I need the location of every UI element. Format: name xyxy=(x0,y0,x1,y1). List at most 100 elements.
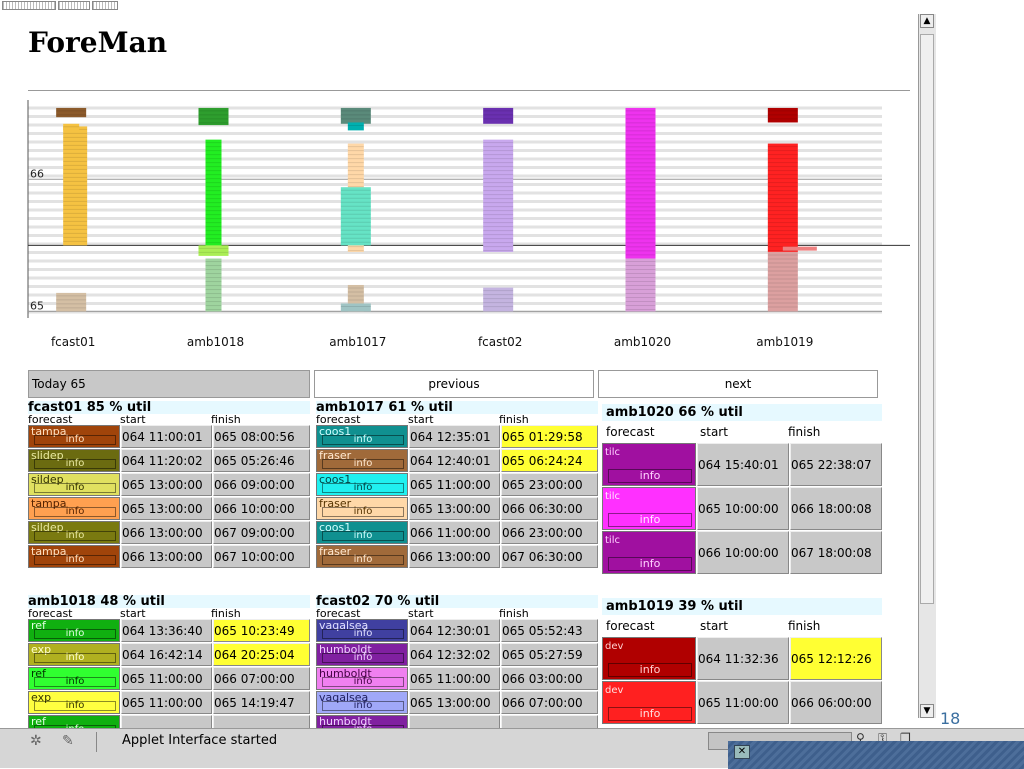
forecast-name: tampa xyxy=(31,497,67,510)
lock-icon[interactable]: ⚿ xyxy=(878,731,888,745)
start-header: start xyxy=(120,413,146,426)
browser-top-strip xyxy=(0,0,1024,10)
info-button[interactable]: info xyxy=(34,653,116,663)
info-button[interactable]: info xyxy=(34,483,116,493)
machine-title: amb1019 39 % util xyxy=(602,598,882,615)
forecast-name: sildep xyxy=(31,521,64,534)
info-button[interactable]: info xyxy=(608,707,692,721)
start-header: start xyxy=(700,619,728,633)
toolbar-handle[interactable] xyxy=(92,1,118,10)
forecast-name: coos1 xyxy=(319,425,352,438)
task-row: coos1 info 066 11:00:00 066 23:00:00 xyxy=(316,521,598,545)
finish-cell: 065 10:23:49 xyxy=(213,619,310,642)
chart-tick-label: 66 xyxy=(30,167,44,180)
info-button[interactable]: info xyxy=(608,557,692,571)
forecast-name: vaqalsea xyxy=(319,691,369,704)
start-header: start xyxy=(408,607,434,620)
info-button[interactable]: info xyxy=(34,677,116,687)
pen-icon[interactable]: ✎ xyxy=(62,733,74,749)
previous-button[interactable]: previous xyxy=(314,370,594,398)
toolbar-handle[interactable] xyxy=(58,1,90,10)
info-button[interactable]: info xyxy=(34,629,116,639)
info-button[interactable]: info xyxy=(322,677,404,687)
toolbar-handle[interactable] xyxy=(2,1,56,10)
machine-panel: fcast01 85 % util forecast start finish tamp… xyxy=(28,401,310,569)
start-header: start xyxy=(700,425,728,439)
finish-cell: 065 06:24:24 xyxy=(501,449,598,472)
info-button[interactable]: info xyxy=(608,469,692,483)
forecast-name: tilc xyxy=(605,447,620,458)
start-cell: 064 12:35:01 xyxy=(409,425,500,448)
info-button[interactable]: info xyxy=(322,701,404,711)
info-button[interactable]: info xyxy=(608,513,692,527)
chart-bar xyxy=(56,107,87,118)
start-cell: 064 13:36:40 xyxy=(121,619,212,642)
info-button[interactable]: info xyxy=(322,531,404,541)
forecast-name: humboldt xyxy=(319,715,372,728)
finish-cell: 067 18:00:08 xyxy=(790,531,882,574)
info-button[interactable]: info xyxy=(34,435,116,445)
finish-cell: 066 10:00:00 xyxy=(213,497,310,520)
forecast-name: tilc xyxy=(605,535,620,546)
info-button[interactable]: info xyxy=(34,701,116,711)
info-button[interactable]: info xyxy=(322,507,404,517)
forecast-name: coos1 xyxy=(319,473,352,486)
window-icon[interactable]: ❐ xyxy=(900,731,911,745)
forecast-cell: fraser info xyxy=(316,449,408,472)
forecast-cell: coos1 info xyxy=(316,473,408,496)
start-cell: 065 11:00:00 xyxy=(409,473,500,496)
vertical-scrollbar[interactable]: ▲ ▼ xyxy=(918,14,936,718)
info-button[interactable]: info xyxy=(322,555,404,565)
gear-icon[interactable]: ✲ xyxy=(30,733,42,749)
forecast-cell: sildep info xyxy=(28,521,120,544)
task-row: fraser info 065 13:00:00 066 06:30:00 xyxy=(316,497,598,521)
chart-category-label: amb1019 xyxy=(756,335,813,349)
chart-bar xyxy=(483,107,514,124)
info-button[interactable]: info xyxy=(322,483,404,493)
task-row: sildep info 066 13:00:00 067 09:00:00 xyxy=(28,521,310,545)
forecast-name: exp xyxy=(31,691,52,704)
info-button[interactable]: info xyxy=(34,531,116,541)
info-button[interactable]: info xyxy=(34,507,116,517)
finish-cell: 067 09:00:00 xyxy=(213,521,310,544)
info-button[interactable]: info xyxy=(608,663,692,677)
chart-category-label: fcast02 xyxy=(478,335,522,349)
chart-bar xyxy=(340,187,371,246)
info-button[interactable]: info xyxy=(34,459,116,469)
status-separator xyxy=(96,732,97,752)
finish-cell: 066 23:00:00 xyxy=(501,521,598,544)
info-button[interactable]: info xyxy=(34,555,116,565)
forecast-header: forecast xyxy=(28,607,73,620)
task-row: tampa info 066 13:00:00 067 10:00:00 xyxy=(28,545,310,569)
start-cell: 065 11:00:00 xyxy=(697,681,789,724)
machine-panel: fcast02 70 % util forecast start finish vaqa… xyxy=(316,595,598,739)
start-cell: 065 10:00:00 xyxy=(697,487,789,530)
chart-bar xyxy=(198,245,229,256)
info-button[interactable]: info xyxy=(322,459,404,469)
info-button[interactable]: info xyxy=(322,435,404,445)
finish-header: finish xyxy=(499,607,529,620)
chart-bar xyxy=(483,287,514,312)
close-icon[interactable]: ✕ xyxy=(734,745,750,759)
scroll-down-icon[interactable]: ▼ xyxy=(920,704,934,718)
finish-cell: 065 23:00:00 xyxy=(501,473,598,496)
start-cell: 065 13:00:00 xyxy=(409,691,500,714)
machine-panel: amb1017 61 % util forecast start finish coos… xyxy=(316,401,598,569)
scroll-up-icon[interactable]: ▲ xyxy=(920,14,934,28)
start-cell: 065 11:00:00 xyxy=(409,667,500,690)
info-button[interactable]: info xyxy=(322,629,404,639)
next-button[interactable]: next xyxy=(598,370,878,398)
forecast-cell: dev info xyxy=(602,637,696,680)
chart-category-label: fcast01 xyxy=(51,335,95,349)
info-button[interactable]: info xyxy=(322,653,404,663)
task-row: tilc info 065 10:00:00 066 18:00:08 xyxy=(602,487,882,531)
finish-cell: 066 03:00:00 xyxy=(501,667,598,690)
start-cell: 064 15:40:01 xyxy=(697,443,789,486)
network-icon[interactable]: ⚲ xyxy=(856,731,865,745)
machine-title: amb1017 61 % util xyxy=(316,401,598,414)
machine-panel: amb1019 39 % util forecast start finish dev i… xyxy=(602,598,882,725)
scroll-thumb[interactable] xyxy=(920,34,934,604)
chart-category-label: amb1020 xyxy=(614,335,671,349)
schedule-chart: 66 65 fcast01 amb1018 amb1017 fcast02 amb1020 a… xyxy=(27,100,910,349)
today-button[interactable]: Today 65 xyxy=(28,370,310,398)
